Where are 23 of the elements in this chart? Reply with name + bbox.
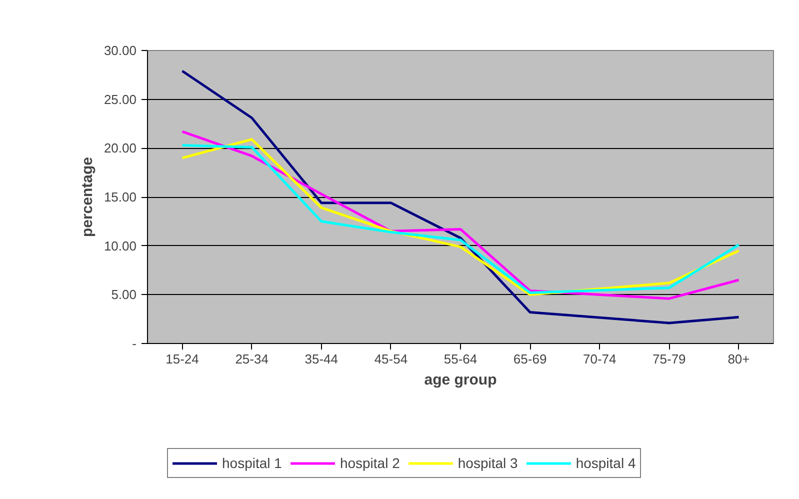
y-axis-title: percentage [78, 156, 96, 238]
legend-label: hospital 4 [576, 455, 636, 471]
x-tick-label: 45-54 [374, 352, 408, 366]
x-tick-label: 65-69 [513, 352, 547, 366]
x-axis-title: age group [424, 372, 497, 388]
x-tick-label: 15-24 [166, 352, 199, 366]
legend-label: hospital 2 [340, 455, 400, 471]
y-tick-label: - [132, 336, 137, 351]
x-tick-label: 55-64 [444, 352, 478, 366]
line-series [181, 70, 740, 324]
legend-label: hospital 3 [458, 455, 518, 471]
x-tick-label: 70-74 [582, 352, 616, 366]
y-tick-label: 15.00 [104, 190, 137, 204]
y-tick-label: 20.00 [104, 140, 137, 156]
y-tick-label: 25.00 [104, 92, 137, 107]
x-tick-label: 35-44 [304, 352, 338, 366]
x-tick-label: 75-79 [652, 352, 686, 366]
legend-label: hospital 1 [222, 455, 282, 471]
y-tick-label: 5.00 [111, 287, 137, 302]
x-tick-label: 80+ [728, 352, 750, 366]
x-tick-label: 25-34 [235, 352, 268, 366]
y-tick-label: 30.00 [104, 43, 137, 58]
y-tick-label: 10.00 [104, 238, 137, 254]
